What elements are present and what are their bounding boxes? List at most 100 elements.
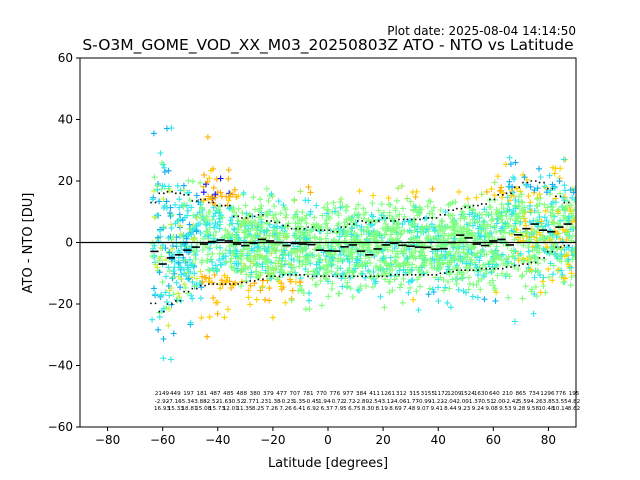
data-point — [185, 207, 191, 214]
data-point — [440, 276, 447, 283]
data-point — [568, 247, 575, 254]
data-point — [543, 184, 549, 191]
bin-annotation: 8.62 — [568, 406, 580, 412]
data-point — [209, 216, 216, 223]
data-point — [198, 295, 204, 302]
data-point — [552, 240, 559, 247]
data-point — [406, 262, 413, 268]
data-point — [165, 283, 172, 289]
data-point — [464, 195, 471, 202]
data-point — [178, 271, 185, 278]
data-point — [489, 263, 496, 270]
bin-annotations: 2149 449 197 181 487 485 488 380 379 477 707 781 770… — [154, 391, 580, 412]
bin-annotation: 384 — [356, 391, 367, 397]
data-point — [527, 183, 534, 190]
data-point — [515, 193, 522, 200]
bin-annotation: 1524 — [461, 391, 476, 397]
bin-annotation: 9.53 — [499, 406, 512, 412]
data-point — [281, 261, 288, 268]
data-point — [462, 253, 469, 260]
data-point — [156, 309, 163, 316]
data-point — [474, 219, 481, 226]
data-point — [466, 274, 472, 281]
data-point — [223, 193, 230, 200]
data-point — [171, 270, 178, 277]
data-point — [168, 356, 174, 363]
data-point — [371, 253, 378, 260]
data-point — [259, 277, 266, 284]
data-point — [210, 204, 217, 211]
data-point — [404, 255, 411, 262]
data-point — [217, 189, 224, 196]
data-point — [435, 298, 442, 304]
data-point — [387, 254, 394, 261]
data-point — [334, 265, 341, 271]
data-point — [198, 314, 205, 321]
data-point — [522, 283, 529, 290]
bin-annotation: 8.30 — [362, 406, 375, 412]
data-point — [182, 259, 189, 265]
data-point — [401, 227, 408, 234]
data-point — [251, 218, 258, 225]
data-point — [552, 184, 558, 191]
data-point — [257, 196, 264, 203]
data-point — [292, 269, 299, 276]
data-point — [277, 210, 284, 217]
data-point — [206, 314, 213, 321]
data-point — [192, 283, 199, 290]
data-point — [334, 222, 341, 229]
data-point — [176, 294, 183, 301]
data-point — [289, 287, 296, 294]
data-point — [399, 299, 406, 306]
data-point — [498, 201, 505, 208]
data-point — [468, 256, 475, 263]
data-point — [372, 218, 379, 225]
data-point — [299, 209, 306, 216]
data-point — [506, 154, 513, 161]
bin-annotation: 11.35 — [236, 406, 252, 412]
data-point — [188, 231, 195, 238]
data-point — [340, 256, 347, 263]
bin-annotation: -2.52 — [205, 399, 219, 405]
bin-annotation: 7.95 — [334, 406, 347, 412]
data-point — [337, 198, 344, 205]
data-point — [306, 290, 313, 297]
data-point — [274, 276, 281, 283]
data-point — [534, 256, 541, 262]
data-point — [358, 231, 365, 238]
data-point — [405, 289, 412, 296]
data-point — [233, 248, 240, 255]
data-point — [163, 125, 170, 132]
bin-annotation: 1172 — [434, 391, 448, 397]
data-point — [410, 206, 417, 213]
data-point — [414, 208, 421, 215]
data-point — [445, 251, 452, 258]
data-point — [354, 257, 361, 264]
data-point — [313, 240, 320, 247]
data-point — [178, 243, 185, 250]
data-point — [189, 226, 196, 233]
data-point — [494, 272, 501, 279]
data-point — [217, 244, 224, 251]
data-point — [479, 211, 486, 218]
data-point — [297, 228, 304, 235]
data-point — [287, 248, 294, 255]
data-point — [188, 204, 195, 211]
data-point — [343, 240, 350, 247]
data-point — [491, 224, 498, 231]
data-point — [567, 282, 574, 289]
bin-annotation: -2.80 — [355, 399, 370, 405]
data-point — [348, 217, 354, 224]
data-point — [305, 268, 312, 275]
data-point — [446, 269, 453, 276]
data-point — [528, 229, 535, 236]
data-point — [160, 204, 167, 211]
data-point — [199, 247, 206, 253]
y-tick-label: 20 — [58, 174, 73, 188]
data-point — [298, 217, 305, 224]
bin-annotation: 9.41 — [430, 406, 443, 412]
data-point — [555, 208, 562, 215]
data-point — [293, 208, 300, 215]
data-point — [418, 248, 425, 255]
data-point — [257, 247, 264, 254]
